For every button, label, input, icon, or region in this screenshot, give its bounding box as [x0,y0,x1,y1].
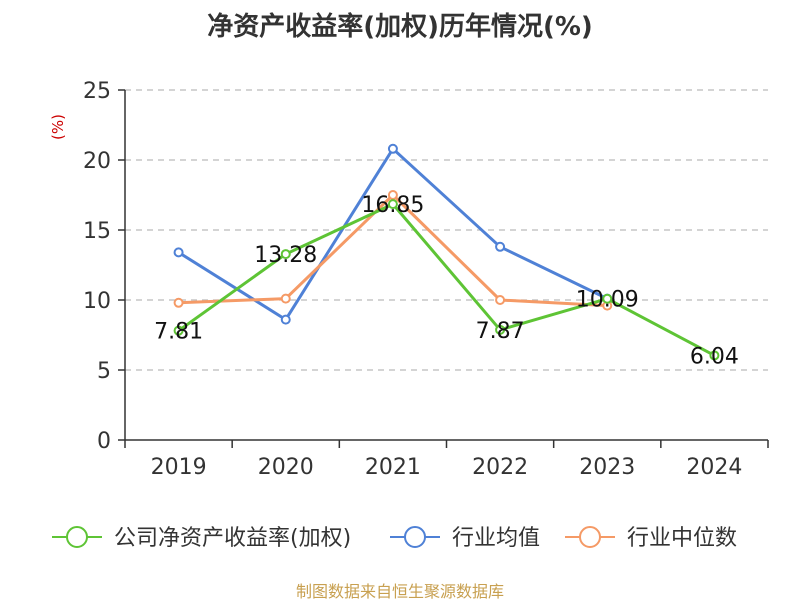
data-point [495,295,506,305]
data-point [173,297,184,308]
data-point [495,324,506,335]
data-point [173,247,184,258]
x-tick-label: 2022 [472,455,528,480]
y-tick-label: 5 [97,359,111,384]
data-label: 7.81 [154,320,203,345]
data-point [387,199,398,210]
x-tick-label: 2024 [686,455,742,480]
legend-label: 行业中位数 [627,526,737,551]
data-point [709,350,720,361]
x-tick-label: 2019 [151,455,207,480]
series-line [177,202,716,357]
x-tick-label: 2023 [579,455,635,480]
data-point [387,143,398,154]
data-point [280,293,291,304]
data-label: 16.85 [361,193,424,218]
data-label: 13.28 [254,243,317,268]
y-tick-label: 20 [83,149,111,174]
data-point [495,241,506,252]
y-tick-label: 15 [83,219,111,244]
y-tick-label: 0 [97,429,111,454]
data-point [602,293,613,304]
data-point [280,249,291,260]
x-tick-label: 2020 [258,455,314,480]
series-line [177,147,608,322]
legend-swatch-marker [66,526,88,548]
source-note: 制图数据来自恒生聚源数据库 [295,582,504,601]
x-tick-label: 2021 [365,455,421,480]
data-point [173,325,184,336]
legend-label: 行业均值 [452,526,540,551]
legend-swatch-marker [404,526,426,548]
data-point [280,314,291,325]
y-tick-label: 10 [83,289,111,314]
data-label: 7.87 [476,319,525,344]
data-point [387,190,398,200]
data-label: 6.04 [690,344,739,369]
y-tick-label: 25 [83,79,111,104]
legend-swatch-marker [579,526,601,548]
chart-title: 净资产收益率(加权)历年情况(%) [207,12,593,42]
data-label: 10.09 [576,288,639,313]
legend-label: 公司净资产收益率(加权) [114,526,351,551]
